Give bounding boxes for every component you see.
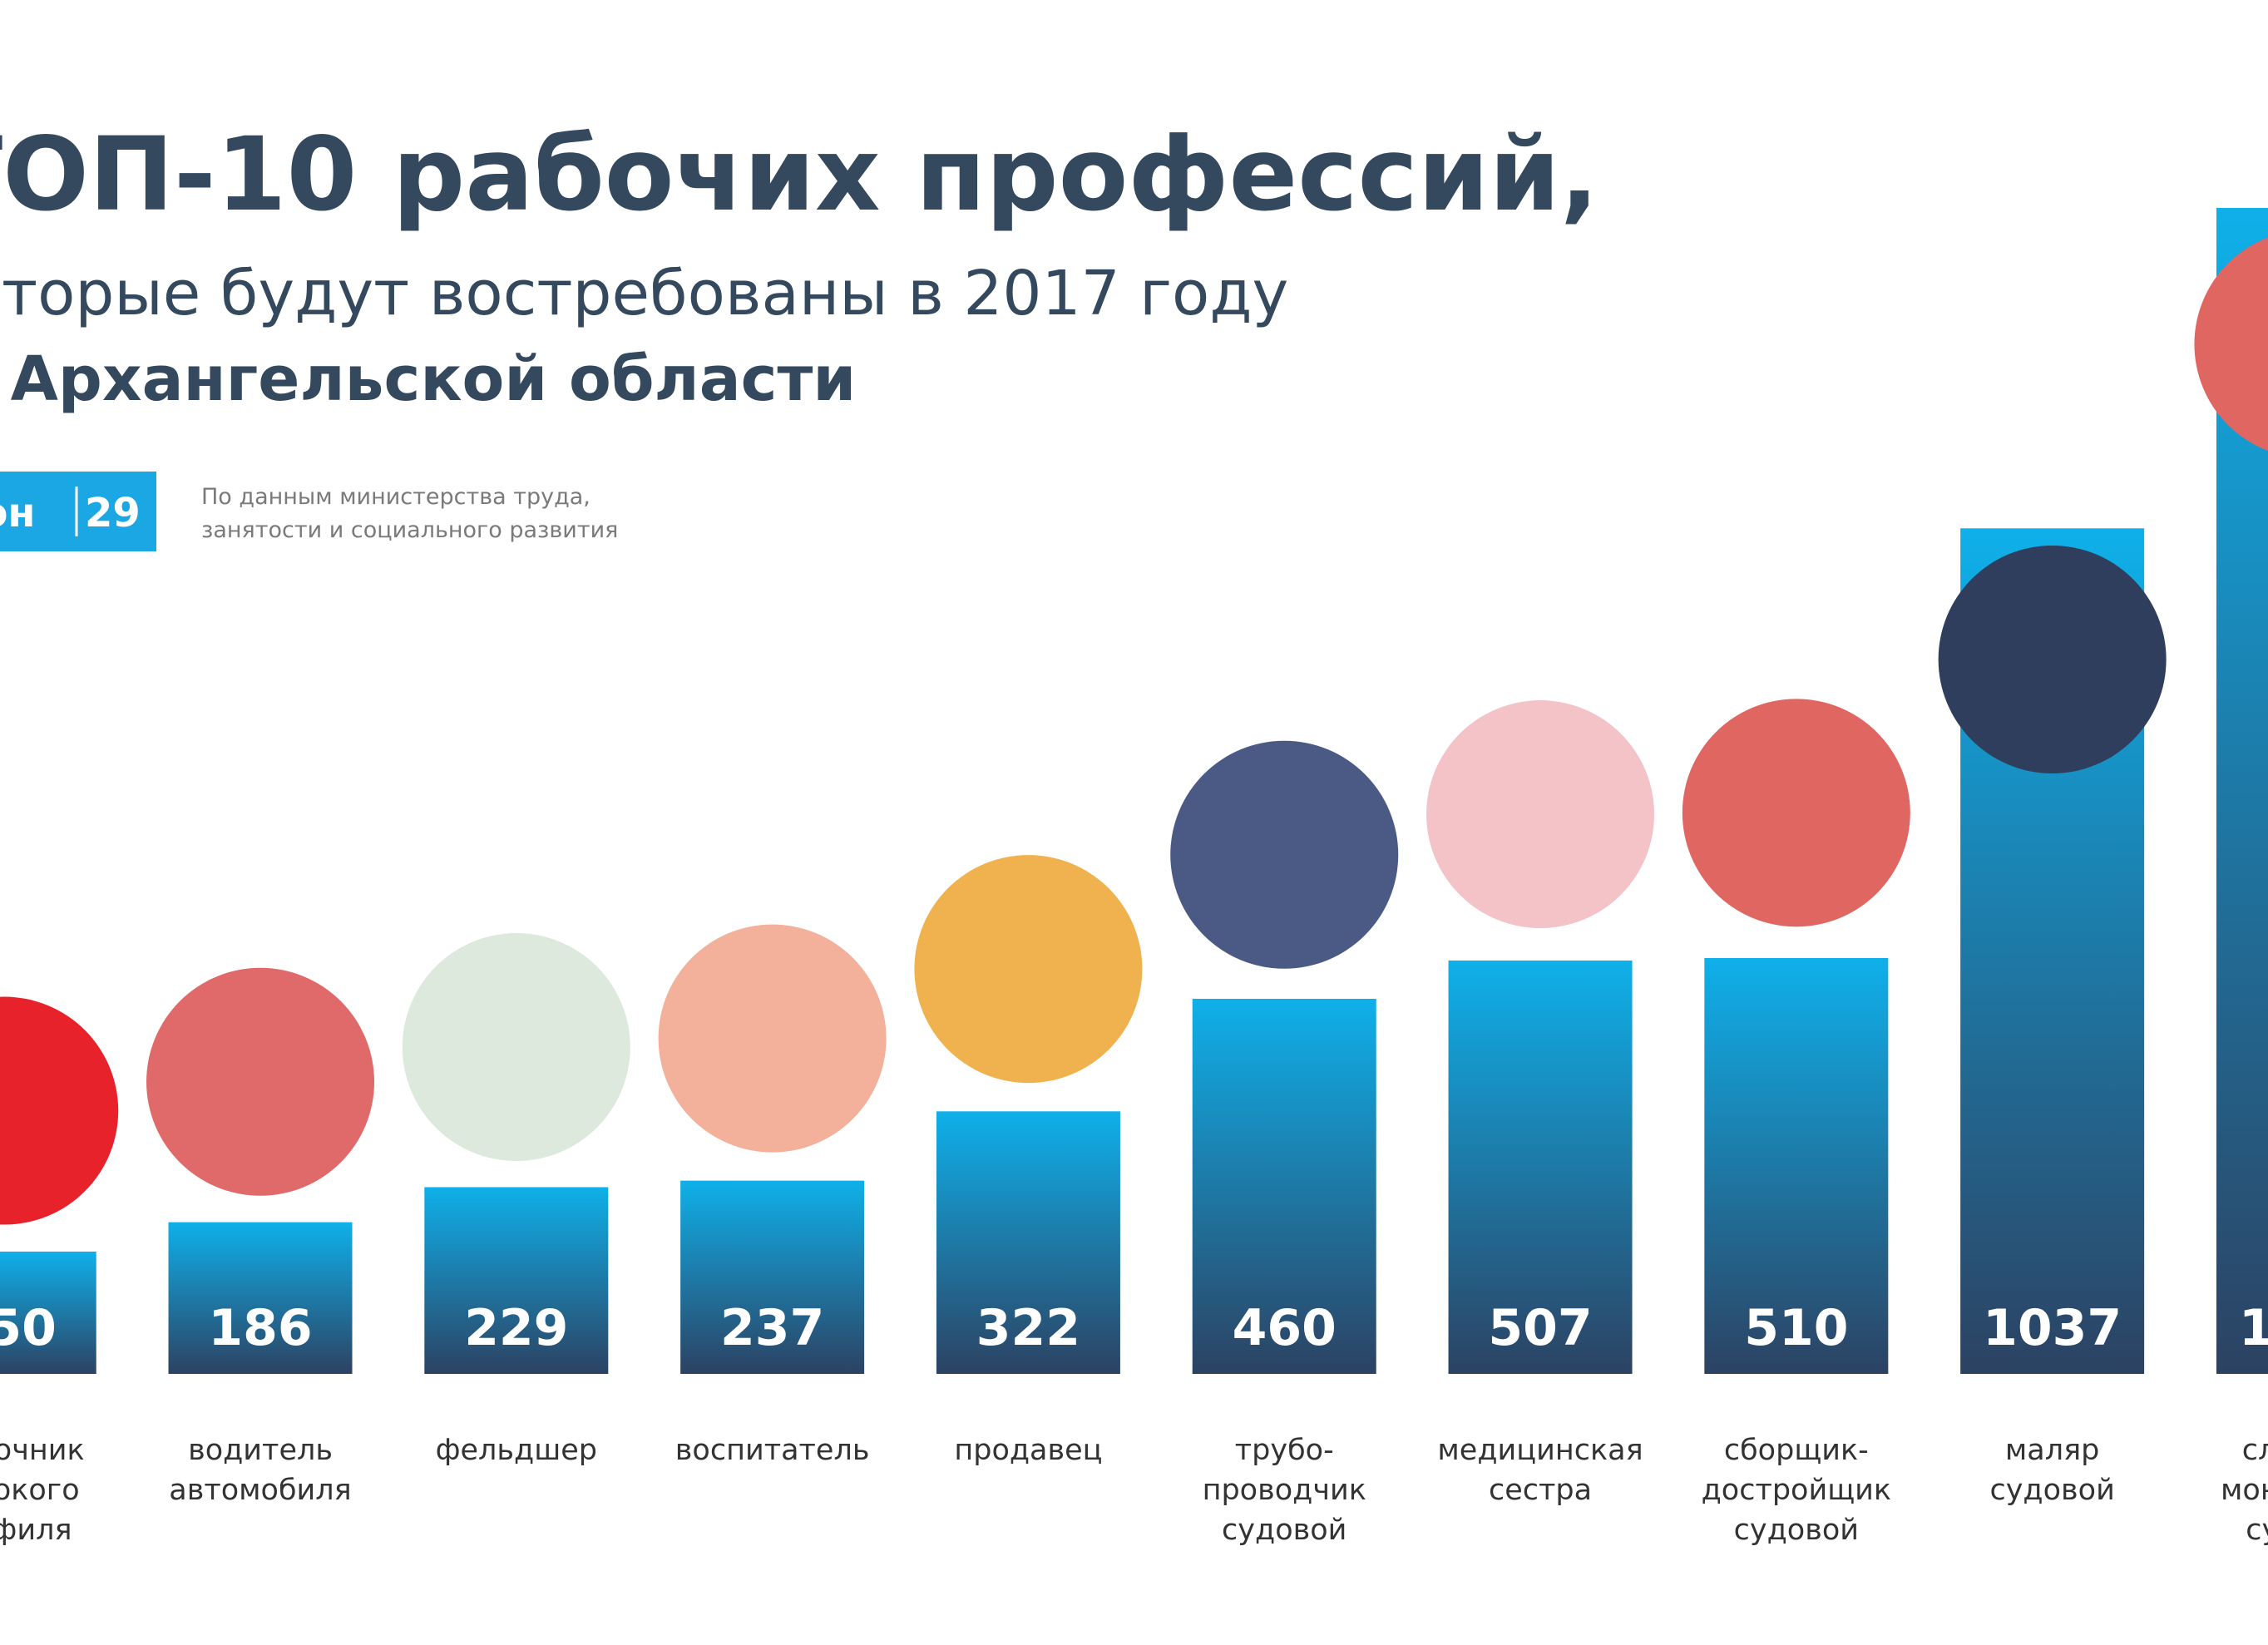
avatar (1682, 699, 1910, 927)
x-tick-label: станочник (0, 1434, 85, 1467)
avatar (2194, 237, 2268, 452)
avatar (0, 996, 119, 1225)
chart-subtitle: в Архангельской области (0, 343, 856, 415)
x-tick-label: продавец (954, 1434, 1102, 1467)
value-label: 1430 (2239, 1299, 2268, 1357)
x-tick-label: водитель (188, 1434, 333, 1467)
x-tick-label: автомобиля (169, 1474, 351, 1507)
x-tick-label: проводчик (1203, 1474, 1366, 1507)
x-tick-label: профиля (0, 1514, 72, 1547)
value-label: 150 (0, 1299, 57, 1357)
bar (0, 1251, 96, 1374)
x-tick-label: сборщик- (1724, 1434, 1869, 1467)
x-tick-label: судовой (1222, 1514, 1346, 1547)
x-tick-label: трубо- (1235, 1434, 1334, 1467)
source-note: По данным министерства труда, (201, 484, 590, 510)
avatar (914, 855, 1143, 1084)
x-tick-label: воспитатель (675, 1434, 870, 1467)
chart-subtitle: которые будут востребованы в 2017 году (0, 258, 1288, 329)
logo-text: 29 (85, 490, 141, 536)
value-label: 507 (1488, 1299, 1592, 1357)
value-label: 510 (1744, 1299, 1848, 1357)
bar (1192, 999, 1376, 1374)
bar (680, 1180, 865, 1374)
bar (424, 1187, 609, 1374)
avatar (146, 967, 375, 1196)
x-tick-label: судовой (1989, 1474, 2114, 1507)
value-label: 460 (1233, 1299, 1337, 1357)
avatar (1170, 740, 1399, 969)
x-tick-label: сестра (1489, 1474, 1592, 1507)
avatar (1938, 545, 2167, 773)
chart-title: ТОП-10 рабочих профессий, (0, 116, 1598, 234)
logo-box (0, 472, 156, 551)
avatar (402, 933, 630, 1162)
bar (168, 1222, 353, 1374)
x-tick-label: достройщик (1702, 1474, 1891, 1507)
x-tick-label: медицинская (1437, 1434, 1643, 1467)
bar (1448, 960, 1633, 1374)
x-tick-label: судовой (1734, 1514, 1859, 1547)
avatar (1426, 700, 1655, 929)
x-tick-label: фельдшер (436, 1434, 597, 1467)
bar (936, 1111, 1120, 1374)
source-note: занятости и социального развития (201, 517, 618, 543)
value-label: 186 (208, 1299, 312, 1357)
x-tick-label: монтажник (2221, 1474, 2268, 1507)
value-label: 322 (976, 1299, 1080, 1357)
x-tick-label: широкого (0, 1474, 80, 1507)
value-label: 237 (720, 1299, 824, 1357)
avatar (658, 924, 887, 1153)
logo-text: Регион (0, 490, 36, 536)
value-label: 229 (464, 1299, 568, 1357)
x-tick-label: судовой (2246, 1514, 2268, 1547)
x-tick-label: маляр (2005, 1434, 2100, 1467)
x-tick-label: слесарь- (2242, 1434, 2268, 1467)
bar (1704, 957, 1889, 1374)
value-label: 1037 (1983, 1299, 2122, 1357)
